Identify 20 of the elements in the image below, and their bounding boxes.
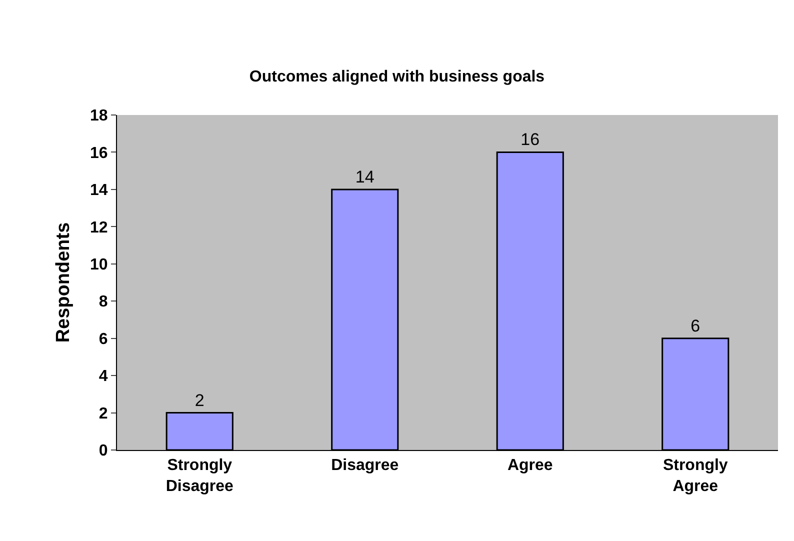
data-label: 14 xyxy=(355,167,374,186)
y-tick-label: 14 xyxy=(90,182,108,200)
y-tick-label: 8 xyxy=(98,294,108,311)
y-tick-label: 16 xyxy=(90,144,108,162)
x-tick-label: Strongly Disagree xyxy=(166,457,234,495)
data-label: 16 xyxy=(520,130,540,150)
y-tick-label: 2 xyxy=(98,405,108,422)
x-tick-label: Agree xyxy=(507,457,553,474)
y-tick-label: 4 xyxy=(98,368,108,386)
y-tick-label: 6 xyxy=(98,330,108,348)
y-axis-title: Respondents xyxy=(52,222,74,343)
x-tick-label: Disagree xyxy=(331,457,399,474)
chart-title: Outcomes aligned with business goals xyxy=(249,68,545,86)
x-tick-label: Strongly Agree xyxy=(662,457,728,495)
y-tick-label: 10 xyxy=(90,256,108,274)
y-tick-label: 0 xyxy=(98,442,108,460)
data-label: 2 xyxy=(194,390,204,410)
y-tick-label: 18 xyxy=(90,108,108,125)
y-tick-label: 12 xyxy=(90,219,108,236)
data-label: 6 xyxy=(690,316,700,336)
